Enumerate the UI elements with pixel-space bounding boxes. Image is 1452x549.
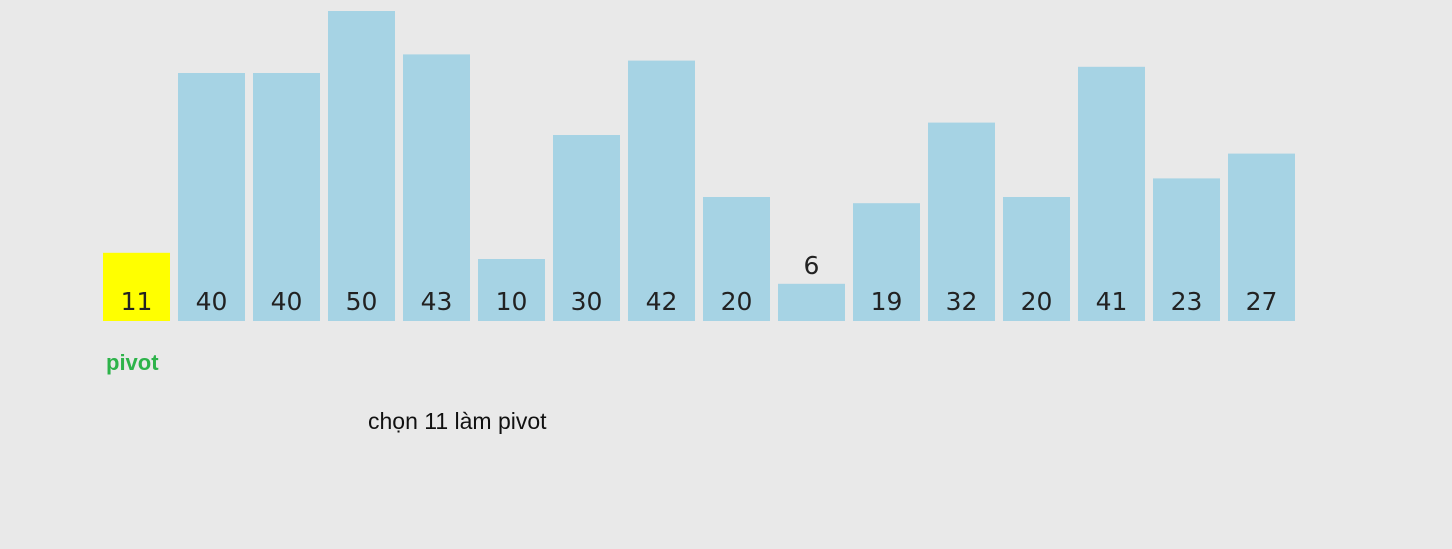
bar bbox=[1003, 197, 1070, 321]
bar bbox=[253, 73, 320, 321]
bar bbox=[328, 11, 395, 321]
bar-value-label: 23 bbox=[1171, 287, 1203, 316]
bar bbox=[628, 60, 695, 321]
bar bbox=[178, 73, 245, 321]
bar-value-label: 27 bbox=[1246, 287, 1278, 316]
bar-value-label: 19 bbox=[871, 287, 903, 316]
pivot-bar bbox=[103, 252, 170, 321]
bar-value-label: 41 bbox=[1096, 287, 1128, 316]
bar-value-label: 20 bbox=[1021, 287, 1053, 316]
bar-value-label: 6 bbox=[804, 251, 820, 280]
bar bbox=[1078, 66, 1145, 321]
bar-value-label: 40 bbox=[271, 287, 303, 316]
caption: chọn 11 làm pivot bbox=[368, 408, 547, 434]
bar-value-label: 32 bbox=[946, 287, 978, 316]
bar bbox=[703, 197, 770, 321]
bar bbox=[1228, 153, 1295, 321]
bar-value-label: 40 bbox=[196, 287, 228, 316]
bar bbox=[853, 203, 920, 321]
bar-value-label: 11 bbox=[121, 287, 153, 316]
bar-value-label: 30 bbox=[571, 287, 603, 316]
bar-value-label: 50 bbox=[346, 287, 378, 316]
bar bbox=[778, 283, 845, 321]
bar bbox=[403, 54, 470, 322]
bar-value-label: 20 bbox=[721, 287, 753, 316]
bar-value-label: 10 bbox=[496, 287, 528, 316]
pivot-label: pivot bbox=[106, 350, 159, 375]
bar bbox=[553, 135, 620, 321]
bar bbox=[1153, 178, 1220, 321]
bar bbox=[928, 122, 995, 321]
bar bbox=[478, 259, 545, 321]
bar-value-label: 43 bbox=[421, 287, 453, 316]
bar-value-label: 42 bbox=[646, 287, 678, 316]
